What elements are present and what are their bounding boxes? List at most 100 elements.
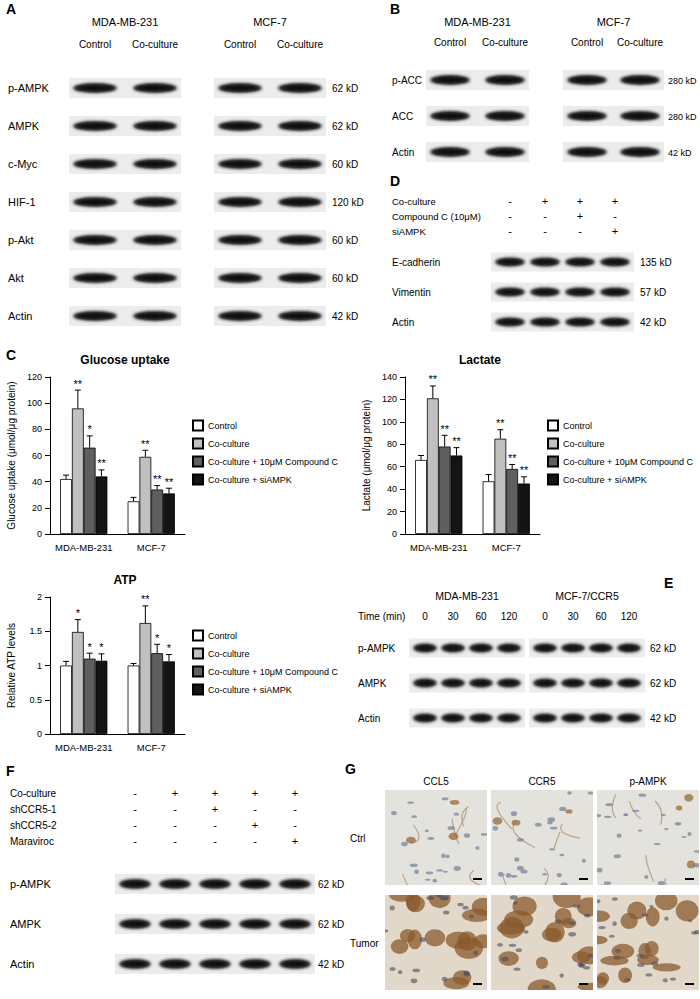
svg-text:MCF-7: MCF-7	[492, 542, 521, 553]
svg-text:+: +	[252, 787, 258, 799]
svg-text:120: 120	[501, 611, 518, 622]
svg-text:**: **	[440, 423, 449, 435]
svg-text:62 kD: 62 kD	[332, 121, 358, 132]
svg-text:0: 0	[37, 729, 42, 739]
svg-text:Actin: Actin	[392, 317, 414, 328]
svg-text:80: 80	[387, 439, 397, 449]
svg-text:-: -	[173, 803, 177, 815]
svg-text:Control: Control	[571, 37, 603, 48]
svg-text:A: A	[6, 1, 16, 17]
svg-text:*: *	[76, 607, 81, 619]
svg-text:-: -	[293, 803, 297, 815]
svg-text:30: 30	[447, 611, 459, 622]
svg-text:100: 100	[382, 417, 397, 427]
svg-text:Control: Control	[224, 39, 256, 50]
svg-text:shCCR5-1: shCCR5-1	[10, 804, 57, 815]
svg-text:*: *	[88, 423, 93, 435]
svg-text:p-AMPK: p-AMPK	[358, 643, 396, 654]
svg-text:HIF-1: HIF-1	[8, 196, 36, 208]
svg-text:-: -	[133, 803, 137, 815]
svg-text:MDA-MB-231: MDA-MB-231	[435, 590, 499, 602]
svg-text:Actin: Actin	[358, 713, 380, 724]
svg-text:Co-culture: Co-culture	[563, 439, 605, 449]
svg-text:Lactate (μmol/μg protein): Lactate (μmol/μg protein)	[361, 400, 372, 512]
svg-text:*: *	[155, 632, 160, 644]
svg-text:Co-culture: Co-culture	[10, 788, 57, 799]
svg-text:p-AMPK: p-AMPK	[8, 82, 50, 94]
svg-text:Maraviroc: Maraviroc	[10, 836, 54, 847]
svg-text:62 kD: 62 kD	[650, 678, 676, 689]
svg-text:-: -	[253, 803, 257, 815]
svg-text:+: +	[577, 210, 583, 222]
svg-text:60: 60	[475, 611, 487, 622]
svg-text:Time (min): Time (min)	[358, 611, 405, 622]
svg-text:135 kD: 135 kD	[640, 257, 672, 268]
svg-text:AMPK: AMPK	[358, 678, 387, 689]
svg-text:Ctrl: Ctrl	[350, 833, 366, 844]
svg-text:+: +	[612, 225, 618, 237]
svg-text:Actin: Actin	[392, 147, 414, 158]
svg-text:120: 120	[382, 394, 397, 404]
svg-text:140: 140	[382, 372, 397, 382]
svg-text:-: -	[133, 819, 137, 831]
svg-text:+: +	[252, 819, 258, 831]
svg-text:ACC: ACC	[392, 111, 413, 122]
svg-text:G: G	[345, 761, 356, 777]
svg-text:Co-culture + 10μM Compound C: Co-culture + 10μM Compound C	[208, 667, 338, 677]
svg-text:ATP: ATP	[113, 573, 136, 587]
svg-text:-: -	[508, 195, 512, 207]
svg-text:+: +	[172, 787, 178, 799]
svg-text:+: +	[542, 195, 548, 207]
svg-text:Co-culture: Co-culture	[132, 39, 179, 50]
svg-text:Co-culture: Co-culture	[392, 196, 436, 207]
svg-text:80: 80	[32, 424, 42, 434]
svg-text:42 kD: 42 kD	[332, 311, 358, 322]
svg-text:Co-culture + 10μM Compound C: Co-culture + 10μM Compound C	[563, 457, 693, 467]
svg-text:-: -	[293, 819, 297, 831]
svg-text:shCCR5-2: shCCR5-2	[10, 820, 57, 831]
svg-text:40: 40	[32, 477, 42, 487]
svg-text:280 kD: 280 kD	[668, 76, 697, 86]
svg-text:MCF-7: MCF-7	[253, 16, 287, 28]
svg-text:42 kD: 42 kD	[668, 148, 692, 158]
svg-text:*: *	[167, 642, 172, 654]
svg-text:*: *	[88, 641, 93, 653]
svg-text:120: 120	[27, 372, 42, 382]
svg-text:Glucose uptake (μmol/μg protei: Glucose uptake (μmol/μg protein)	[6, 381, 17, 529]
svg-text:-: -	[543, 210, 547, 222]
svg-text:Actin: Actin	[8, 310, 32, 322]
svg-text:30: 30	[567, 611, 579, 622]
svg-text:p-Akt: p-Akt	[8, 234, 34, 246]
svg-text:2: 2	[37, 592, 42, 602]
svg-text:60: 60	[32, 451, 42, 461]
svg-text:Co-culture + 10μM Compound C: Co-culture + 10μM Compound C	[208, 457, 338, 467]
svg-text:**: **	[165, 476, 174, 488]
svg-text:Co-culture: Co-culture	[208, 649, 250, 659]
svg-text:62 kD: 62 kD	[318, 879, 344, 890]
svg-text:F: F	[6, 763, 15, 779]
svg-text:Co-culture: Co-culture	[482, 37, 529, 48]
svg-text:Glucose uptake: Glucose uptake	[80, 353, 170, 367]
svg-text:+: +	[292, 787, 298, 799]
svg-text:Lactate: Lactate	[459, 353, 501, 367]
svg-text:-: -	[543, 225, 547, 237]
svg-text:-: -	[613, 210, 617, 222]
svg-text:62 kD: 62 kD	[650, 643, 676, 654]
svg-text:**: **	[141, 438, 150, 450]
svg-text:+: +	[212, 803, 218, 815]
svg-text:62 kD: 62 kD	[318, 919, 344, 930]
svg-text:-: -	[508, 225, 512, 237]
svg-text:Control: Control	[563, 421, 592, 431]
svg-text:100: 100	[27, 398, 42, 408]
svg-text:CCR5: CCR5	[528, 776, 556, 787]
svg-text:0: 0	[37, 529, 42, 539]
svg-text:42 kD: 42 kD	[640, 317, 666, 328]
svg-text:Control: Control	[434, 37, 466, 48]
svg-text:-: -	[213, 835, 217, 847]
svg-text:C: C	[6, 347, 16, 363]
svg-text:MDA-MB-231: MDA-MB-231	[92, 16, 159, 28]
svg-text:**: **	[97, 457, 106, 469]
svg-text:p-AMPK: p-AMPK	[10, 878, 52, 890]
svg-text:Relative ATP levels: Relative ATP levels	[6, 623, 17, 708]
svg-text:CCL5: CCL5	[423, 776, 449, 787]
